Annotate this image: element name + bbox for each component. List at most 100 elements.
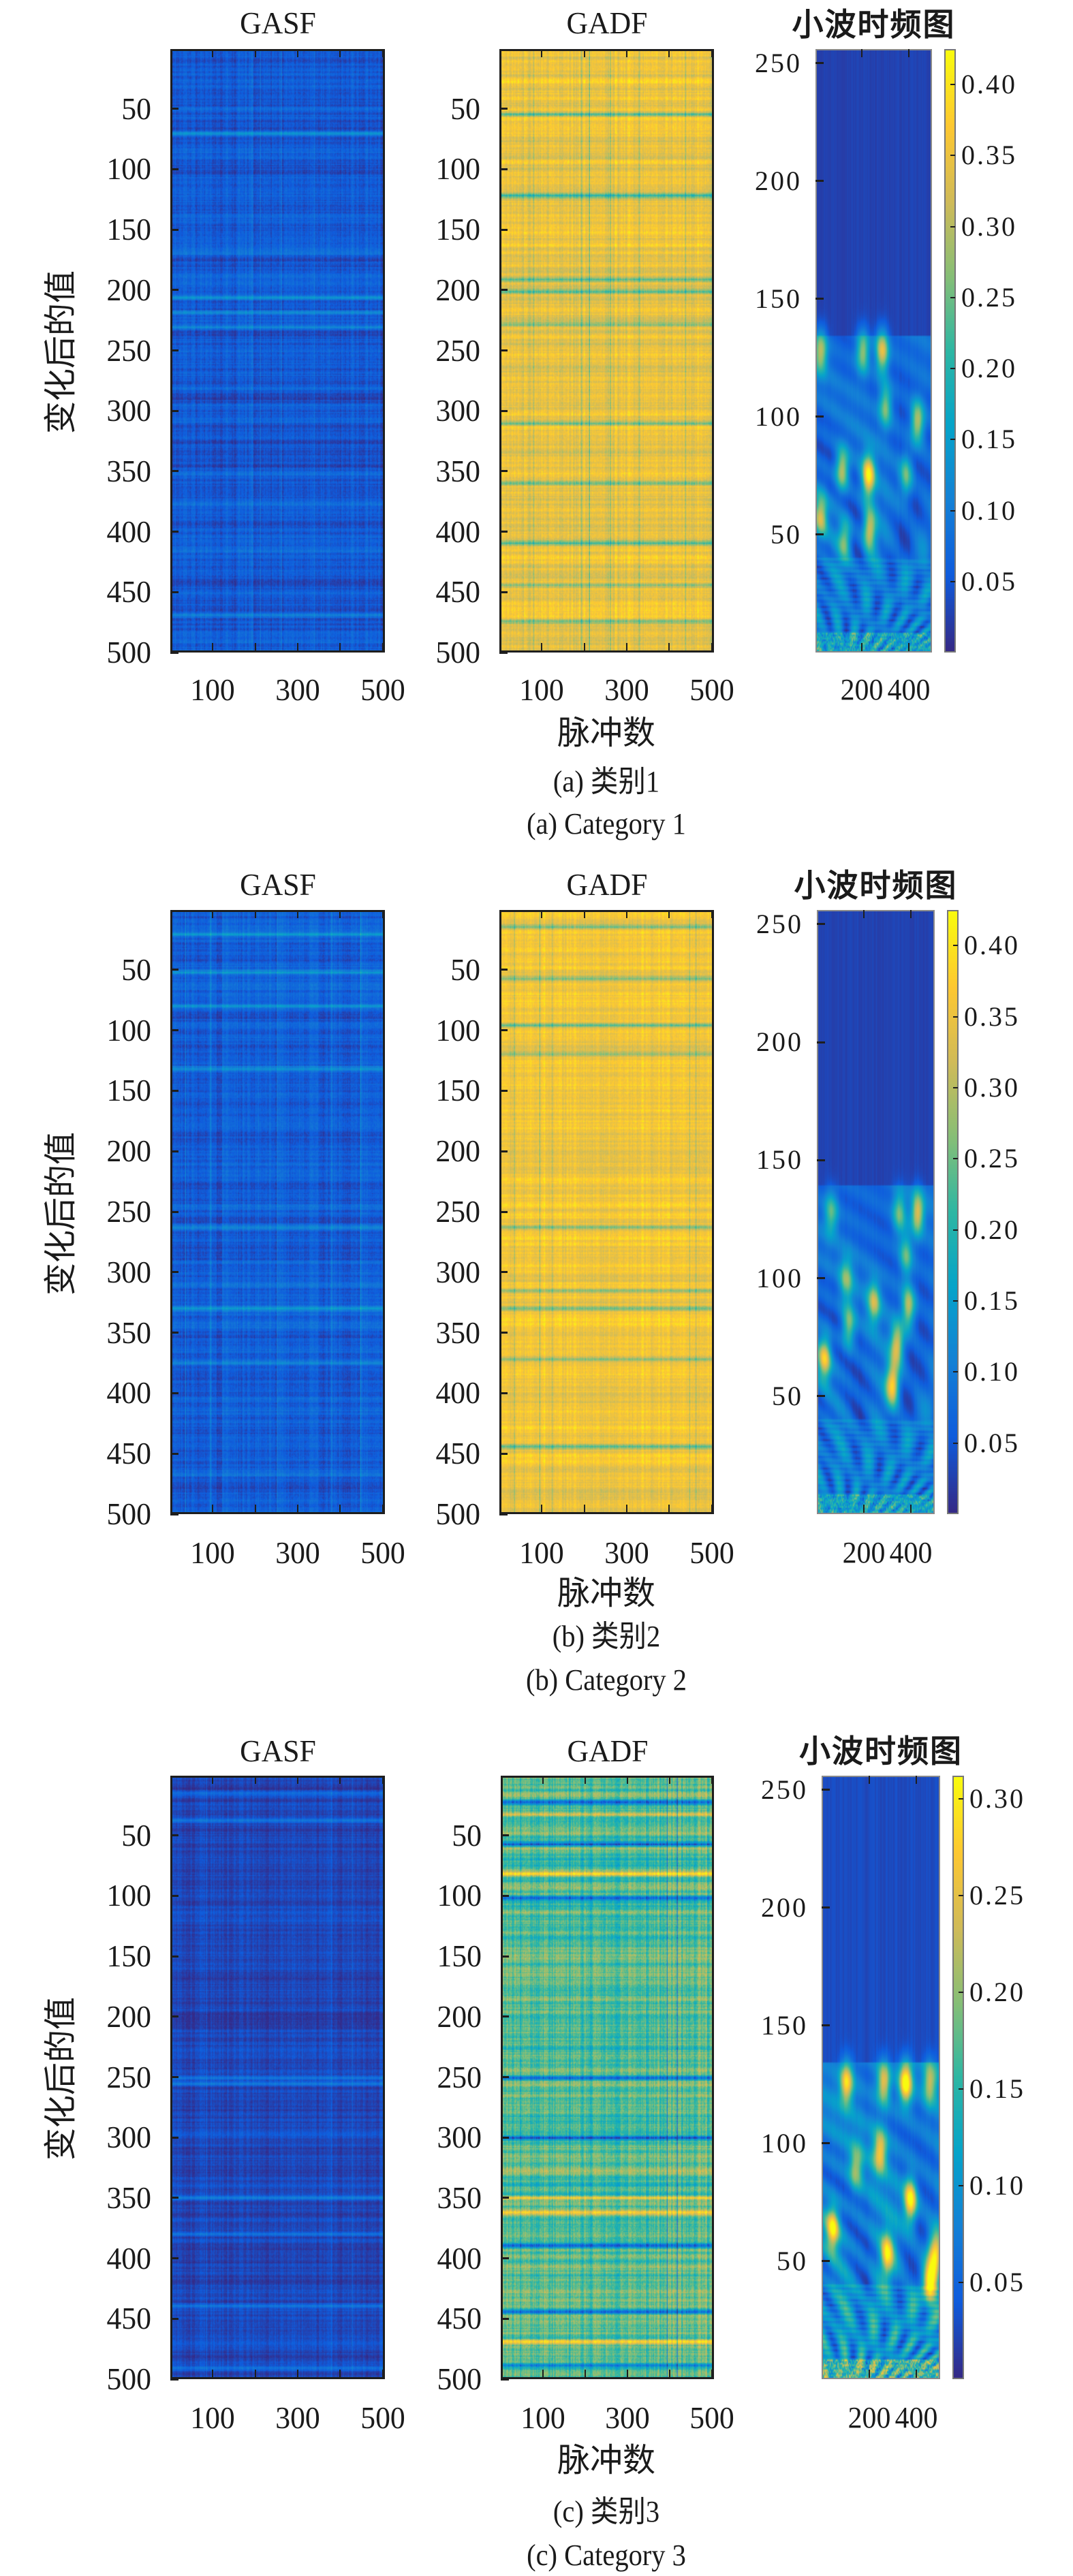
panel-c-gasf-ytick-label: 250 (106, 2059, 151, 2094)
panel-c-wavelet-colorbar-tick-label: 0.20 (969, 1977, 1025, 2008)
panel-c-wavelet-ytick-mark (822, 2142, 830, 2145)
panel-a-wavelet-colorbar-tick-mark (950, 580, 955, 582)
panel-c-gasf-xtick-mark (339, 2370, 341, 2378)
panel-c-gadf-ytick-mark (501, 2257, 509, 2260)
panel-a-gadf-xtick-label: 500 (689, 672, 734, 707)
panel-b-gasf-ytick-label: 250 (106, 1194, 151, 1229)
panel-a-gadf-ytick-label: 150 (435, 212, 480, 247)
panel-a-wavelet-colorbar-tick-mark (950, 368, 955, 370)
panel-b-wavelet-colorbar-gradient (948, 911, 957, 1513)
panel-b-gasf-ytick-mark (170, 1150, 178, 1152)
panel-c-gasf-xtick-mark (212, 2370, 214, 2378)
panel-a-wavelet-heatmap-image (817, 50, 931, 651)
panel-b-gasf-ytick-mark (170, 1210, 178, 1213)
panel-c-x-axis-label: 脉冲数 (557, 2443, 656, 2479)
panel-b-gasf-xtick-label: 100 (190, 1535, 235, 1570)
panel-b-gadf-ytick-label: 400 (435, 1375, 480, 1411)
panel-a-gadf-ytick-mark (499, 168, 508, 170)
panel-a-wavelet-colorbar-tick-mark (950, 225, 955, 227)
panel-b-gasf-xtick-mark (254, 910, 256, 918)
panel-b-wavelet-colorbar-tick-label: 0.30 (964, 1071, 1020, 1103)
panel-c-gadf-xtick-mark (711, 2370, 713, 2378)
panel-c-gadf-ytick-label: 500 (437, 2361, 482, 2396)
panel-a-gasf-ytick-label: 300 (106, 393, 151, 428)
panel-c-gadf-xtick-mark (584, 1776, 586, 1784)
panel-b-gadf-xtick-mark (711, 1505, 713, 1513)
panel-b-gasf-ytick-mark (170, 1392, 178, 1394)
panel-a-wavelet-xtick-mark (861, 49, 863, 57)
panel-c-gasf-ytick-mark (170, 2378, 178, 2381)
panel-a-wavelet-ytick-mark (815, 62, 824, 65)
panel-b-gadf-ytick-label: 100 (435, 1012, 480, 1048)
panel-a-gadf-xtick-label: 100 (519, 672, 564, 707)
panel-b-wavelet-ytick-mark (817, 1041, 825, 1043)
panel-c-gadf-ytick-label: 250 (437, 2059, 482, 2094)
panel-a-gadf-xtick-mark (583, 643, 585, 651)
panel-a-gasf-xtick-label: 100 (190, 672, 235, 707)
panel-a-gasf-xtick-mark (297, 49, 298, 57)
panel-a-wavelet-ytick-label: 100 (755, 400, 802, 432)
panel-c-gasf-xtick-mark (382, 2370, 384, 2378)
panel-a-gasf-xtick-mark (382, 643, 384, 651)
panel-c-wavelet-colorbar-tick-mark (959, 1895, 963, 1897)
panel-a-wavelet-xtick-label: 200 (841, 673, 884, 706)
panel-b-gasf-xtick-mark (254, 1505, 256, 1513)
panel-a-y-axis-label: 变化后的值 (43, 270, 79, 435)
panel-c-gasf-xtick-mark (254, 2370, 256, 2378)
panel-a-gasf-xtick-mark (254, 643, 256, 651)
panel-b-gadf-ytick-mark (499, 1029, 508, 1032)
panel-c-gasf-ytick-mark (170, 2076, 178, 2079)
panel-c-gadf-xtick-mark (626, 2370, 628, 2378)
panel-b-gasf-ytick-label: 50 (121, 952, 151, 987)
panel-b-wavelet-colorbar-tick-mark (953, 1016, 958, 1018)
panel-b-wavelet-colorbar-tick-label: 0.40 (964, 930, 1020, 961)
panel-a-wavelet-ytick-label: 250 (755, 47, 802, 78)
panel-a-wavelet-colorbar-tick-label: 0.15 (961, 424, 1017, 455)
panel-a-gadf-ytick-label: 200 (435, 272, 480, 307)
panel-c-wavelet-colorbar-gradient (954, 1777, 963, 2378)
panel-b-caption-cn: (b) 类别2 (552, 1620, 661, 1653)
panel-c-wavelet-ytick-label: 200 (761, 1891, 808, 1923)
panel-b-gadf-ytick-mark (499, 969, 508, 971)
panel-b-gadf-ytick-label: 300 (435, 1254, 480, 1289)
panel-c-y-axis-label: 变化后的值 (43, 1996, 79, 2161)
panel-c-gadf-ytick-label: 100 (437, 1878, 482, 1913)
panel-b-wavelet-colorbar-tick-label: 0.25 (964, 1143, 1020, 1174)
panel-c-gasf-xtick-mark (339, 1776, 341, 1784)
panel-b-wavelet-xtick-mark (863, 910, 865, 918)
panel-c-gadf-heatmap-image (503, 1778, 712, 2377)
panel-a-wavelet-ytick-label: 50 (771, 518, 802, 550)
panel-c-gasf-ytick-mark (170, 2317, 178, 2320)
panel-b-wavelet-ytick-label: 200 (756, 1026, 803, 1058)
panel-a-gasf-ytick-label: 400 (106, 514, 151, 549)
panel-a-gasf-ytick-mark (170, 168, 178, 170)
panel-c-wavelet-xtick-mark (916, 2370, 918, 2378)
panel-b-wavelet-colorbar-tick-label: 0.05 (964, 1427, 1020, 1458)
panel-c-gadf-ytick-mark (501, 1955, 509, 1958)
panel-a-wavelet-colorbar-tick-label: 0.40 (961, 69, 1017, 100)
panel-b-gasf-ytick-label: 350 (106, 1315, 151, 1350)
panel-b-gadf-ytick-mark (499, 1332, 508, 1334)
panel-b-gadf-xtick-mark (626, 910, 627, 918)
panel-a-gadf-xtick-mark (711, 643, 713, 651)
panel-a-wavelet-plot (815, 49, 932, 653)
panel-c-gadf-ytick-label: 400 (437, 2240, 482, 2276)
panel-a-gasf-ytick-label: 150 (106, 212, 151, 247)
panel-b-gasf-ytick-label: 200 (106, 1133, 151, 1169)
panel-c-wavelet-ytick-label: 150 (761, 2009, 808, 2041)
panel-b-gadf-ytick-mark (499, 1392, 508, 1394)
panel-b-gasf-ytick-mark (170, 969, 178, 971)
panel-b-gasf-ytick-label: 500 (106, 1496, 151, 1531)
panel-b-gadf-xtick-mark (541, 910, 543, 918)
panel-c-wavelet-title: 小波时频图 (799, 1734, 963, 1769)
panel-a-gadf-ytick-label: 450 (435, 574, 480, 610)
panel-c-gadf-ytick-label: 200 (437, 1998, 482, 2034)
panel-a-wavelet-colorbar-tick-label: 0.20 (961, 353, 1017, 384)
panel-c-gadf-ytick-label: 450 (437, 2301, 482, 2336)
panel-b-wavelet-heatmap-image (818, 911, 933, 1513)
panel-c-wavelet-xtick-label: 400 (895, 2401, 938, 2434)
panel-c-wavelet-colorbar-tick-label: 0.15 (969, 2073, 1025, 2105)
panel-b-gasf-ytick-mark (170, 1332, 178, 1334)
panel-b-gadf-ytick-label: 350 (435, 1315, 480, 1350)
panel-c-wavelet-xtick-mark (868, 1776, 870, 1784)
